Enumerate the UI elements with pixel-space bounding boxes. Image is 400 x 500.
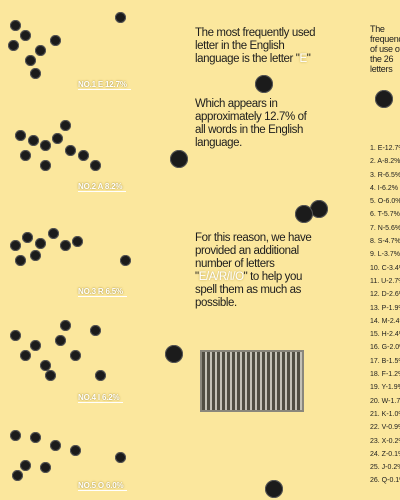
bead xyxy=(10,430,21,441)
bead-tray xyxy=(200,350,304,412)
list-item: 2. A-8.2% xyxy=(370,158,400,166)
bead xyxy=(115,452,126,463)
paragraph: Which appears in approximately 12.7% of … xyxy=(195,98,307,149)
list-item: 25. J-0.2% xyxy=(370,464,400,472)
bead xyxy=(10,20,21,31)
bead xyxy=(35,238,46,249)
text: For this reason, we have provided an add… xyxy=(195,232,312,283)
text: The most frequently used letter in the E… xyxy=(195,27,316,65)
bead xyxy=(90,160,101,171)
bead xyxy=(30,250,41,261)
bead xyxy=(20,460,31,471)
highlight: E/A/R/I/O xyxy=(198,271,244,283)
bead xyxy=(60,240,71,251)
bead xyxy=(30,68,41,79)
bead xyxy=(90,325,101,336)
list-item: 20. W-1.7% xyxy=(370,397,400,405)
list-item: 10. C-3.4% xyxy=(370,264,400,272)
bead xyxy=(255,75,273,93)
bead xyxy=(52,133,63,144)
bead xyxy=(70,445,81,456)
list-item: 14. M-2.4% xyxy=(370,317,400,325)
bead xyxy=(15,255,26,266)
bead xyxy=(165,345,183,363)
bead xyxy=(60,320,71,331)
list-item: 11. U-2.7% xyxy=(370,277,400,285)
rank-label: NO.1 E 12.7% xyxy=(78,80,131,90)
bead xyxy=(40,462,51,473)
list-item: 3. R-6.5% xyxy=(370,171,400,179)
list-item: 5. O-6.0% xyxy=(370,198,400,206)
bead xyxy=(22,232,33,243)
bead xyxy=(70,350,81,361)
rank-label: NO.4 I 6.2% xyxy=(78,393,124,403)
bead xyxy=(40,360,51,371)
list-item: 1. E-12.7% xyxy=(370,145,400,152)
list-item: 22. V-0.9% xyxy=(370,424,400,432)
bead xyxy=(10,240,21,251)
list-item: 12. D-2.6% xyxy=(370,291,400,299)
bead xyxy=(35,45,46,56)
bead xyxy=(25,55,36,66)
bead xyxy=(15,130,26,141)
bead xyxy=(50,35,61,46)
list-item: 24. Z-0.1% xyxy=(370,450,400,458)
bead xyxy=(295,205,313,223)
bead xyxy=(78,150,89,161)
text: " to help you spell them as much as poss… xyxy=(195,271,302,309)
text: " xyxy=(306,53,311,65)
paragraph: For this reason, we have provided an add… xyxy=(195,232,317,310)
bead xyxy=(120,255,131,266)
bead xyxy=(40,140,51,151)
rank-label: NO.5 O 6.0% xyxy=(78,481,128,491)
bead xyxy=(55,335,66,346)
bead xyxy=(60,120,71,131)
bead xyxy=(65,145,76,156)
list-item: 13. P-1.9% xyxy=(370,304,400,312)
list-item: 16. G-2.0% xyxy=(370,344,400,352)
bead xyxy=(48,228,59,239)
list-item: 9. L-3.7% xyxy=(370,251,400,259)
bead xyxy=(95,370,106,381)
bead xyxy=(30,340,41,351)
bead xyxy=(72,236,83,247)
bead xyxy=(30,432,41,443)
list-item: 17. B-1.5% xyxy=(370,357,400,365)
bead xyxy=(50,440,61,451)
bead xyxy=(10,330,21,341)
bead xyxy=(115,12,126,23)
list-item: 19. Y-1.9% xyxy=(370,384,400,392)
bead xyxy=(20,30,31,41)
bead xyxy=(8,40,19,51)
bead xyxy=(20,150,31,161)
list-item: 21. K-1.0% xyxy=(370,410,400,418)
list-item: 7. N-5.6% xyxy=(370,224,400,232)
bead xyxy=(375,90,393,108)
bead xyxy=(12,470,23,481)
bead xyxy=(310,200,328,218)
highlight: E xyxy=(299,53,307,65)
bead xyxy=(170,150,188,168)
list-item: 6. T-5.7% xyxy=(370,211,400,219)
rank-label: NO.2 A 8.2% xyxy=(78,182,127,192)
list-item: 4. I-6.2% xyxy=(370,184,399,192)
bead xyxy=(20,350,31,361)
list-item: 8. S-4.7% xyxy=(370,238,400,246)
bead xyxy=(28,135,39,146)
list-item: 18. F-1.2% xyxy=(370,371,400,379)
bead xyxy=(40,160,51,171)
frequency-list: 1. E-12.7% 2. A-8.2% 3. R-6.5% 4. I-6.2% 5. … xyxy=(370,142,400,488)
rank-label: NO.3 R 6.5% xyxy=(78,287,127,297)
list-item: 26. Q-0.1% xyxy=(370,477,400,485)
list-title: The frequency of use of the 26 letters xyxy=(370,24,400,74)
list-item: 15. H-2.4% xyxy=(370,331,400,339)
paragraph: The most frequently used letter in the E… xyxy=(195,27,317,66)
list-item: 23. X-0.2% xyxy=(370,437,400,445)
bead xyxy=(45,370,56,381)
bead xyxy=(265,480,283,498)
